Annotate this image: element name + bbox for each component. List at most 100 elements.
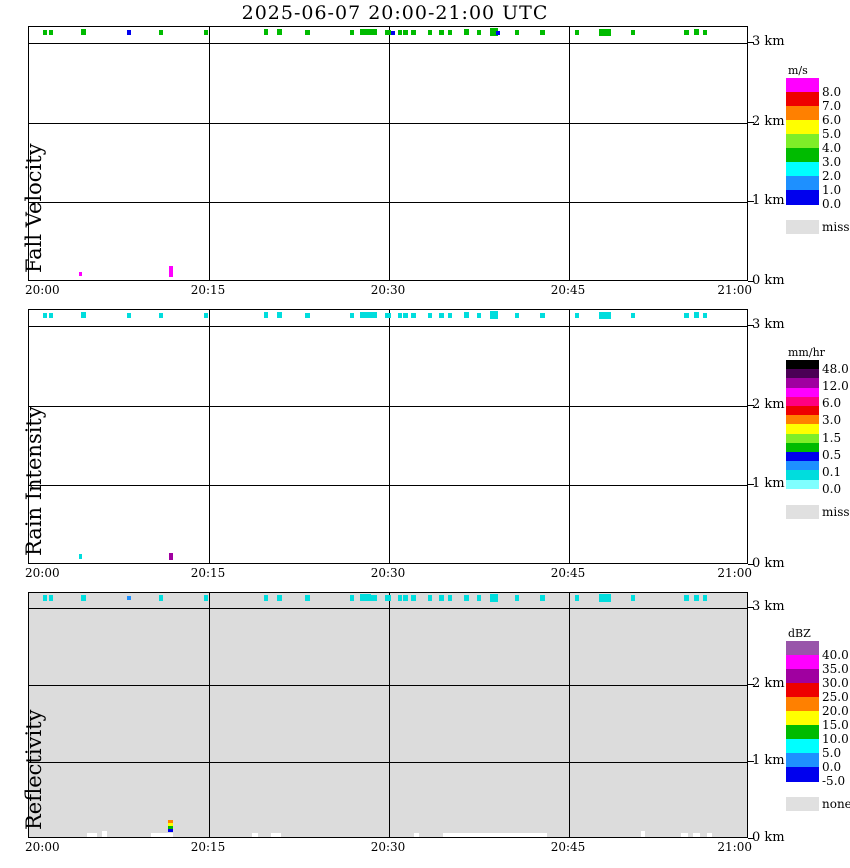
colorbar-rain-intensity: mm/hr 48.0 12.0 6.0 3.0 1.5 0.5 0.1 0.0 miss — [786, 346, 850, 529]
data-mark — [515, 29, 520, 36]
gridline-vertical — [209, 310, 210, 563]
colorbar-band — [786, 767, 819, 782]
colorbar-band — [786, 92, 819, 107]
data-mark — [702, 595, 708, 601]
data-mark — [684, 312, 690, 319]
colorbar-tick-label: 3.0 — [822, 413, 842, 428]
colorbar-reflectivity: dBZ 40.0 35.0 30.0 25.0 20.0 15.0 10.0 5.0 0.0 -5.… — [786, 627, 850, 821]
colorbar-band — [786, 470, 819, 481]
data-mark — [167, 823, 173, 826]
data-mark — [102, 830, 108, 837]
colorbar-units-fall-velocity: m/s — [788, 64, 808, 77]
data-mark — [702, 29, 708, 36]
colorbar-band — [786, 120, 819, 135]
colorbar-band — [786, 78, 819, 93]
data-mark — [43, 595, 47, 601]
data-mark — [49, 29, 54, 36]
colorbar-band — [786, 697, 819, 712]
colorbar-band — [786, 162, 819, 177]
y-axis-tick — [748, 684, 754, 686]
colorbar-tick-label: 40.0 — [822, 648, 849, 662]
colorbar-band — [786, 442, 819, 453]
data-mark — [305, 595, 310, 601]
panel-reflectivity[interactable] — [28, 592, 748, 838]
x-axis-label-2030: 20:30 — [370, 566, 406, 580]
data-mark — [168, 265, 173, 278]
gridline-vertical — [209, 593, 210, 837]
data-mark — [305, 29, 310, 36]
colorbar-tick-label: 25.0 — [822, 690, 849, 704]
data-mark — [167, 825, 173, 829]
colorbar-tick-label: 5.0 — [822, 746, 842, 760]
data-mark — [574, 312, 580, 319]
y-axis-label-1-km: 1 km — [752, 193, 785, 209]
data-mark — [43, 312, 47, 319]
data-mark — [630, 312, 636, 319]
colorbar-tick-label: 2.0 — [822, 169, 842, 183]
data-mark — [540, 595, 545, 601]
data-mark — [680, 832, 688, 837]
colorbar-tick-label: 12.0 — [822, 379, 849, 394]
data-mark — [496, 30, 500, 35]
panel-rain-intensity[interactable] — [28, 309, 748, 564]
data-mark — [368, 594, 377, 601]
data-mark — [305, 312, 310, 319]
data-mark — [158, 595, 163, 601]
colorbar-band — [786, 711, 819, 726]
data-mark — [80, 312, 86, 319]
y-axis-tick — [748, 281, 754, 282]
data-mark — [43, 29, 47, 36]
colorbar-tick-label: 1.0 — [822, 183, 842, 197]
colorbar-band — [786, 655, 819, 670]
colorbar-band — [786, 725, 819, 740]
colorbar-tick-label: 5.0 — [822, 127, 842, 141]
colorbar-band — [786, 360, 819, 370]
y-axis-tick — [748, 838, 754, 839]
data-mark — [694, 594, 700, 601]
colorbar-tick-label: 6.0 — [822, 113, 842, 127]
data-mark — [403, 595, 409, 601]
data-mark — [707, 832, 712, 837]
gridline-vertical — [569, 310, 570, 563]
data-mark — [368, 312, 377, 319]
data-mark — [167, 828, 173, 833]
colorbar-units-reflectivity: dBZ — [788, 627, 811, 640]
data-mark — [694, 312, 700, 319]
y-axis-tick — [748, 761, 754, 763]
colorbar-tick-label: -5.0 — [822, 774, 846, 788]
data-mark — [410, 595, 416, 601]
y-axis-tick — [748, 404, 754, 406]
data-mark — [439, 29, 444, 36]
data-mark — [427, 595, 433, 601]
colorbar-missing-swatch — [786, 504, 819, 519]
y-axis-tick — [748, 324, 754, 326]
panel-fall-velocity[interactable] — [28, 26, 748, 281]
data-mark — [599, 28, 611, 37]
x-axis-label-2000: 20:00 — [25, 283, 60, 297]
data-mark — [630, 29, 636, 36]
colorbar-band — [786, 641, 819, 656]
colorbar-missing-label: none — [822, 797, 850, 811]
data-mark — [78, 271, 83, 276]
y-axis-label-2-km: 2 km — [752, 396, 785, 412]
colorbar-missing-swatch — [786, 797, 819, 811]
data-mark — [167, 819, 173, 824]
gridline-horizontal — [29, 42, 747, 44]
colorbar-tick-label: 30.0 — [822, 676, 849, 690]
x-axis-label-2100: 21:00 — [717, 566, 752, 580]
data-mark — [599, 594, 611, 602]
data-mark — [276, 594, 282, 601]
page-title: 2025-06-07 20:00-21:00 UTC — [241, 2, 549, 24]
gridline-horizontal — [29, 405, 747, 407]
data-mark — [427, 312, 433, 319]
data-mark — [385, 595, 392, 601]
data-mark — [489, 28, 499, 37]
colorbar-fall-velocity: m/s 8.0 7.0 6.0 5.0 4.0 3.0 2.0 1.0 0.0 miss — [786, 64, 850, 244]
colorbar-band — [786, 406, 819, 416]
y-axis-label-2-km: 2 km — [752, 113, 785, 129]
colorbar-band — [786, 669, 819, 684]
data-mark — [692, 832, 701, 837]
colorbar-tick-label: 7.0 — [822, 99, 842, 113]
data-mark — [630, 595, 636, 601]
gridline-vertical — [569, 27, 570, 280]
